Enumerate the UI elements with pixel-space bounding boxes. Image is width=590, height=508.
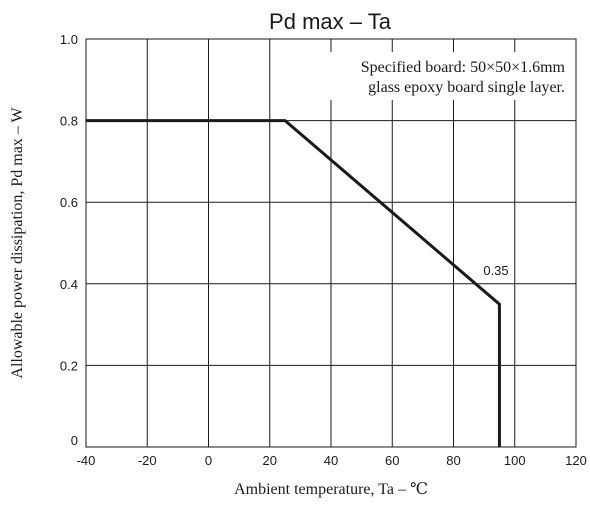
x-tick-label-1: -20 <box>138 453 157 468</box>
data-label-0-35: 0.35 <box>483 263 508 278</box>
y-tick-label-0: 0 <box>71 433 78 448</box>
y-tick-label-2: 0.4 <box>60 277 78 292</box>
grid-lines <box>86 39 576 447</box>
x-axis-ticks: -40 -20 0 20 40 60 80 100 120 <box>77 453 587 468</box>
y-tick-label-4: 0.8 <box>60 114 78 129</box>
x-tick-label-6: 80 <box>446 453 460 468</box>
y-axis-label: Allowable power dissipation, Pd max – W <box>9 106 26 378</box>
x-tick-label-5: 60 <box>385 453 399 468</box>
x-tick-label-4: 40 <box>324 453 338 468</box>
x-axis-label: Ambient temperature, Ta – ℃ <box>234 481 428 498</box>
pd-derating-curve <box>86 119 501 447</box>
y-tick-label-5: 1.0 <box>60 32 78 47</box>
annotation-line-1: Specified board: 50×50×1.6mm <box>361 59 566 76</box>
chart-title: Pd max – Ta <box>269 9 392 34</box>
y-tick-label-1: 0.2 <box>60 358 78 373</box>
x-tick-label-2: 0 <box>205 453 212 468</box>
x-tick-label-3: 20 <box>263 453 277 468</box>
x-tick-label-0: -40 <box>77 453 96 468</box>
plot-frame <box>85 38 577 448</box>
y-tick-label-3: 0.6 <box>60 195 78 210</box>
x-tick-label-8: 120 <box>565 453 587 468</box>
annotation-line-2: glass epoxy board single layer. <box>368 79 565 96</box>
y-axis-ticks: 0 0.2 0.4 0.6 0.8 1.0 <box>60 32 78 448</box>
annotation-background <box>278 52 570 100</box>
x-tick-label-7: 100 <box>504 453 526 468</box>
